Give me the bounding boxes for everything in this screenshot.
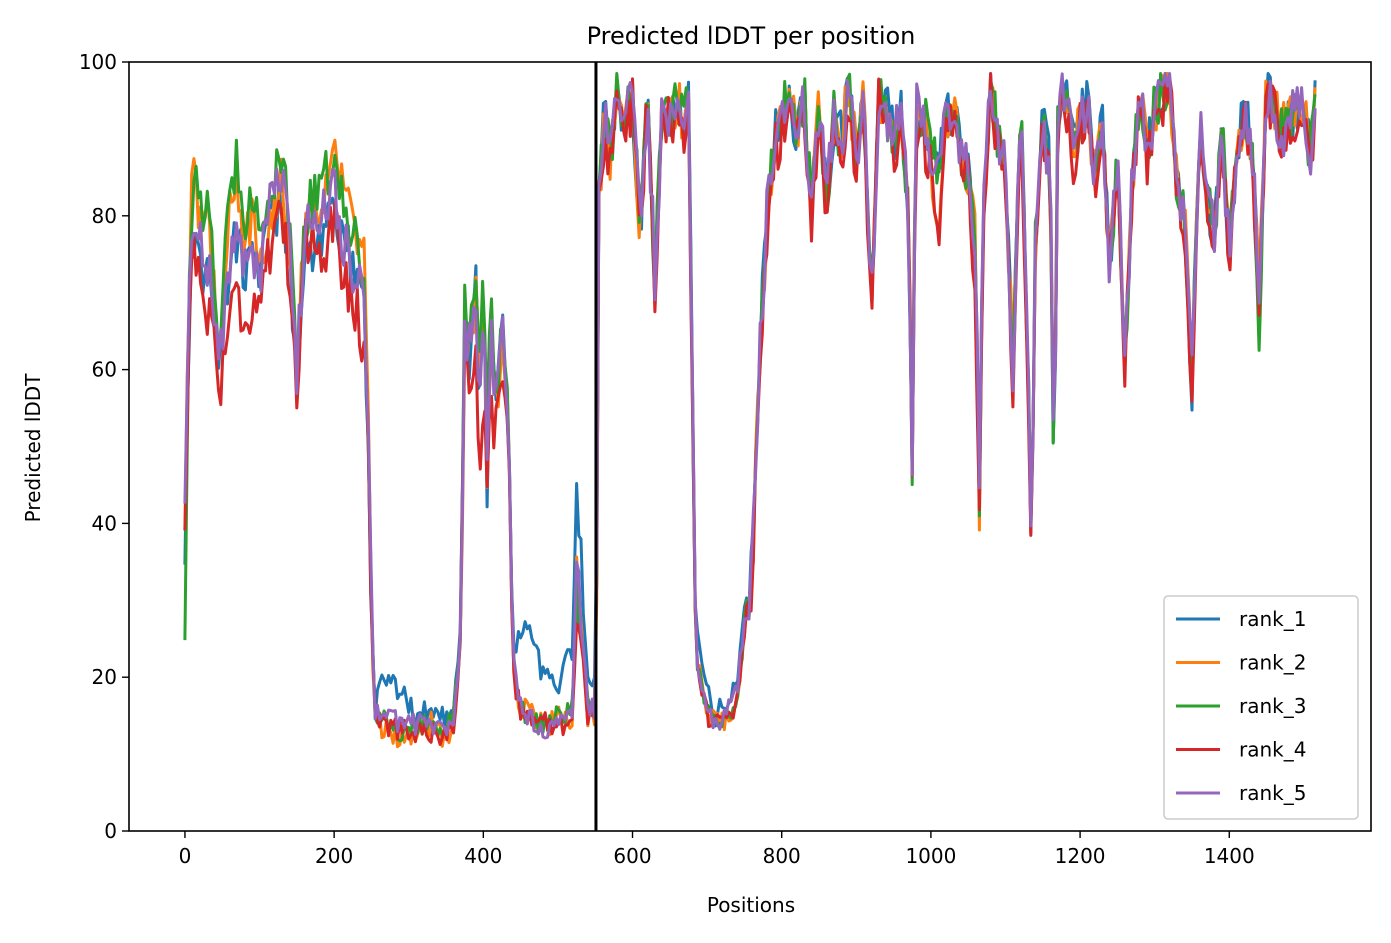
x-tick-label: 1000 — [905, 844, 956, 868]
legend-label: rank_4 — [1239, 738, 1306, 762]
y-tick-label: 100 — [79, 50, 117, 74]
x-tick-label: 1400 — [1204, 844, 1255, 868]
x-tick-label: 400 — [464, 844, 502, 868]
legend: rank_1 rank_2 rank_3 rank_4 rank_5 — [1163, 595, 1359, 820]
x-tick-label: 800 — [763, 844, 801, 868]
y-tick-label: 60 — [92, 358, 117, 382]
x-tick-label: 200 — [315, 844, 353, 868]
legend-label: rank_1 — [1239, 607, 1306, 631]
series-layer — [183, 62, 1317, 831]
y-axis-label: Predicted lDDT — [21, 373, 45, 523]
legend-label: rank_2 — [1239, 651, 1306, 675]
x-axis-label: Positions — [707, 893, 795, 917]
legend-label: rank_5 — [1239, 781, 1306, 805]
chart-title: Predicted lDDT per position — [587, 22, 916, 50]
y-tick-label: 20 — [92, 665, 117, 689]
series-line-rank_5 — [183, 72, 1317, 740]
legend-box — [1163, 595, 1359, 820]
y-tick-label: 40 — [92, 511, 117, 535]
series-line-rank_4 — [183, 72, 1317, 746]
y-tick-label: 0 — [104, 819, 117, 843]
y-tick-label: 80 — [92, 204, 117, 228]
plot-frame — [128, 61, 1372, 832]
x-tick-label: 600 — [613, 844, 651, 868]
legend-label: rank_3 — [1239, 694, 1306, 718]
x-tick-label: 0 — [179, 844, 192, 868]
ticks-layer: 0 200 400 600 800 1000 1200 1400 0 20 40 60 80 100 — [79, 50, 1255, 868]
x-tick-label: 1200 — [1055, 844, 1106, 868]
